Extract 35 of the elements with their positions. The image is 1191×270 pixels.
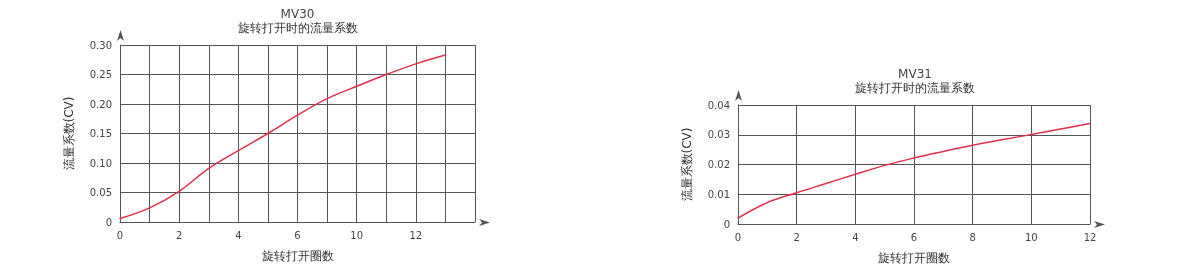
- x-tick-label: 8: [969, 231, 976, 243]
- x-tick-label: 6: [910, 231, 918, 243]
- chart-title: MV30: [280, 7, 315, 21]
- y-axis-title: 流量系数(CV): [62, 96, 76, 171]
- x-tick-label: 4: [852, 231, 859, 243]
- y-tick-label: 0.02: [707, 159, 730, 170]
- x-tick-label: 2: [793, 231, 800, 243]
- x-axis-title: 旋转打开圈数: [261, 249, 334, 263]
- line-series: [737, 122, 1091, 219]
- y-tick-label: 0.30: [89, 39, 112, 51]
- y-tick-label: 0.05: [89, 187, 112, 198]
- x-tick-label: 10: [1024, 231, 1038, 243]
- y-tick-label: 0.04: [707, 99, 730, 111]
- y-tick-label: 0.25: [89, 69, 112, 80]
- y-tick-label: 0.01: [707, 188, 730, 200]
- x-tick-label: 6: [294, 229, 301, 241]
- y-tick-label: 0.03: [707, 129, 730, 141]
- chart-subtitle: 旋转打开时的流量系数: [237, 21, 358, 35]
- y-axis-title: 流量系数(CV): [680, 127, 694, 202]
- x-tick-label: 0: [116, 229, 124, 241]
- x-tick-label: 4: [235, 229, 242, 241]
- y-tick-label: 0.10: [89, 157, 112, 169]
- y-tick-label: 0.20: [89, 98, 112, 110]
- line-series: [119, 54, 447, 220]
- y-tick-label: 0.15: [89, 128, 112, 139]
- x-tick-label: 12: [409, 229, 423, 241]
- chart-subtitle: 旋转打开时的流量系数: [855, 81, 975, 95]
- x-tick-label: 10: [350, 229, 364, 241]
- y-tick-label: 0: [105, 216, 112, 228]
- chart-title: MV31: [898, 67, 932, 81]
- x-tick-label: 0: [734, 231, 742, 243]
- x-tick-label: 12: [1083, 231, 1097, 243]
- x-tick-label: 2: [175, 229, 183, 241]
- x-axis-title: 旋转打开圈数: [878, 251, 950, 265]
- y-tick-label: 0: [723, 218, 730, 230]
